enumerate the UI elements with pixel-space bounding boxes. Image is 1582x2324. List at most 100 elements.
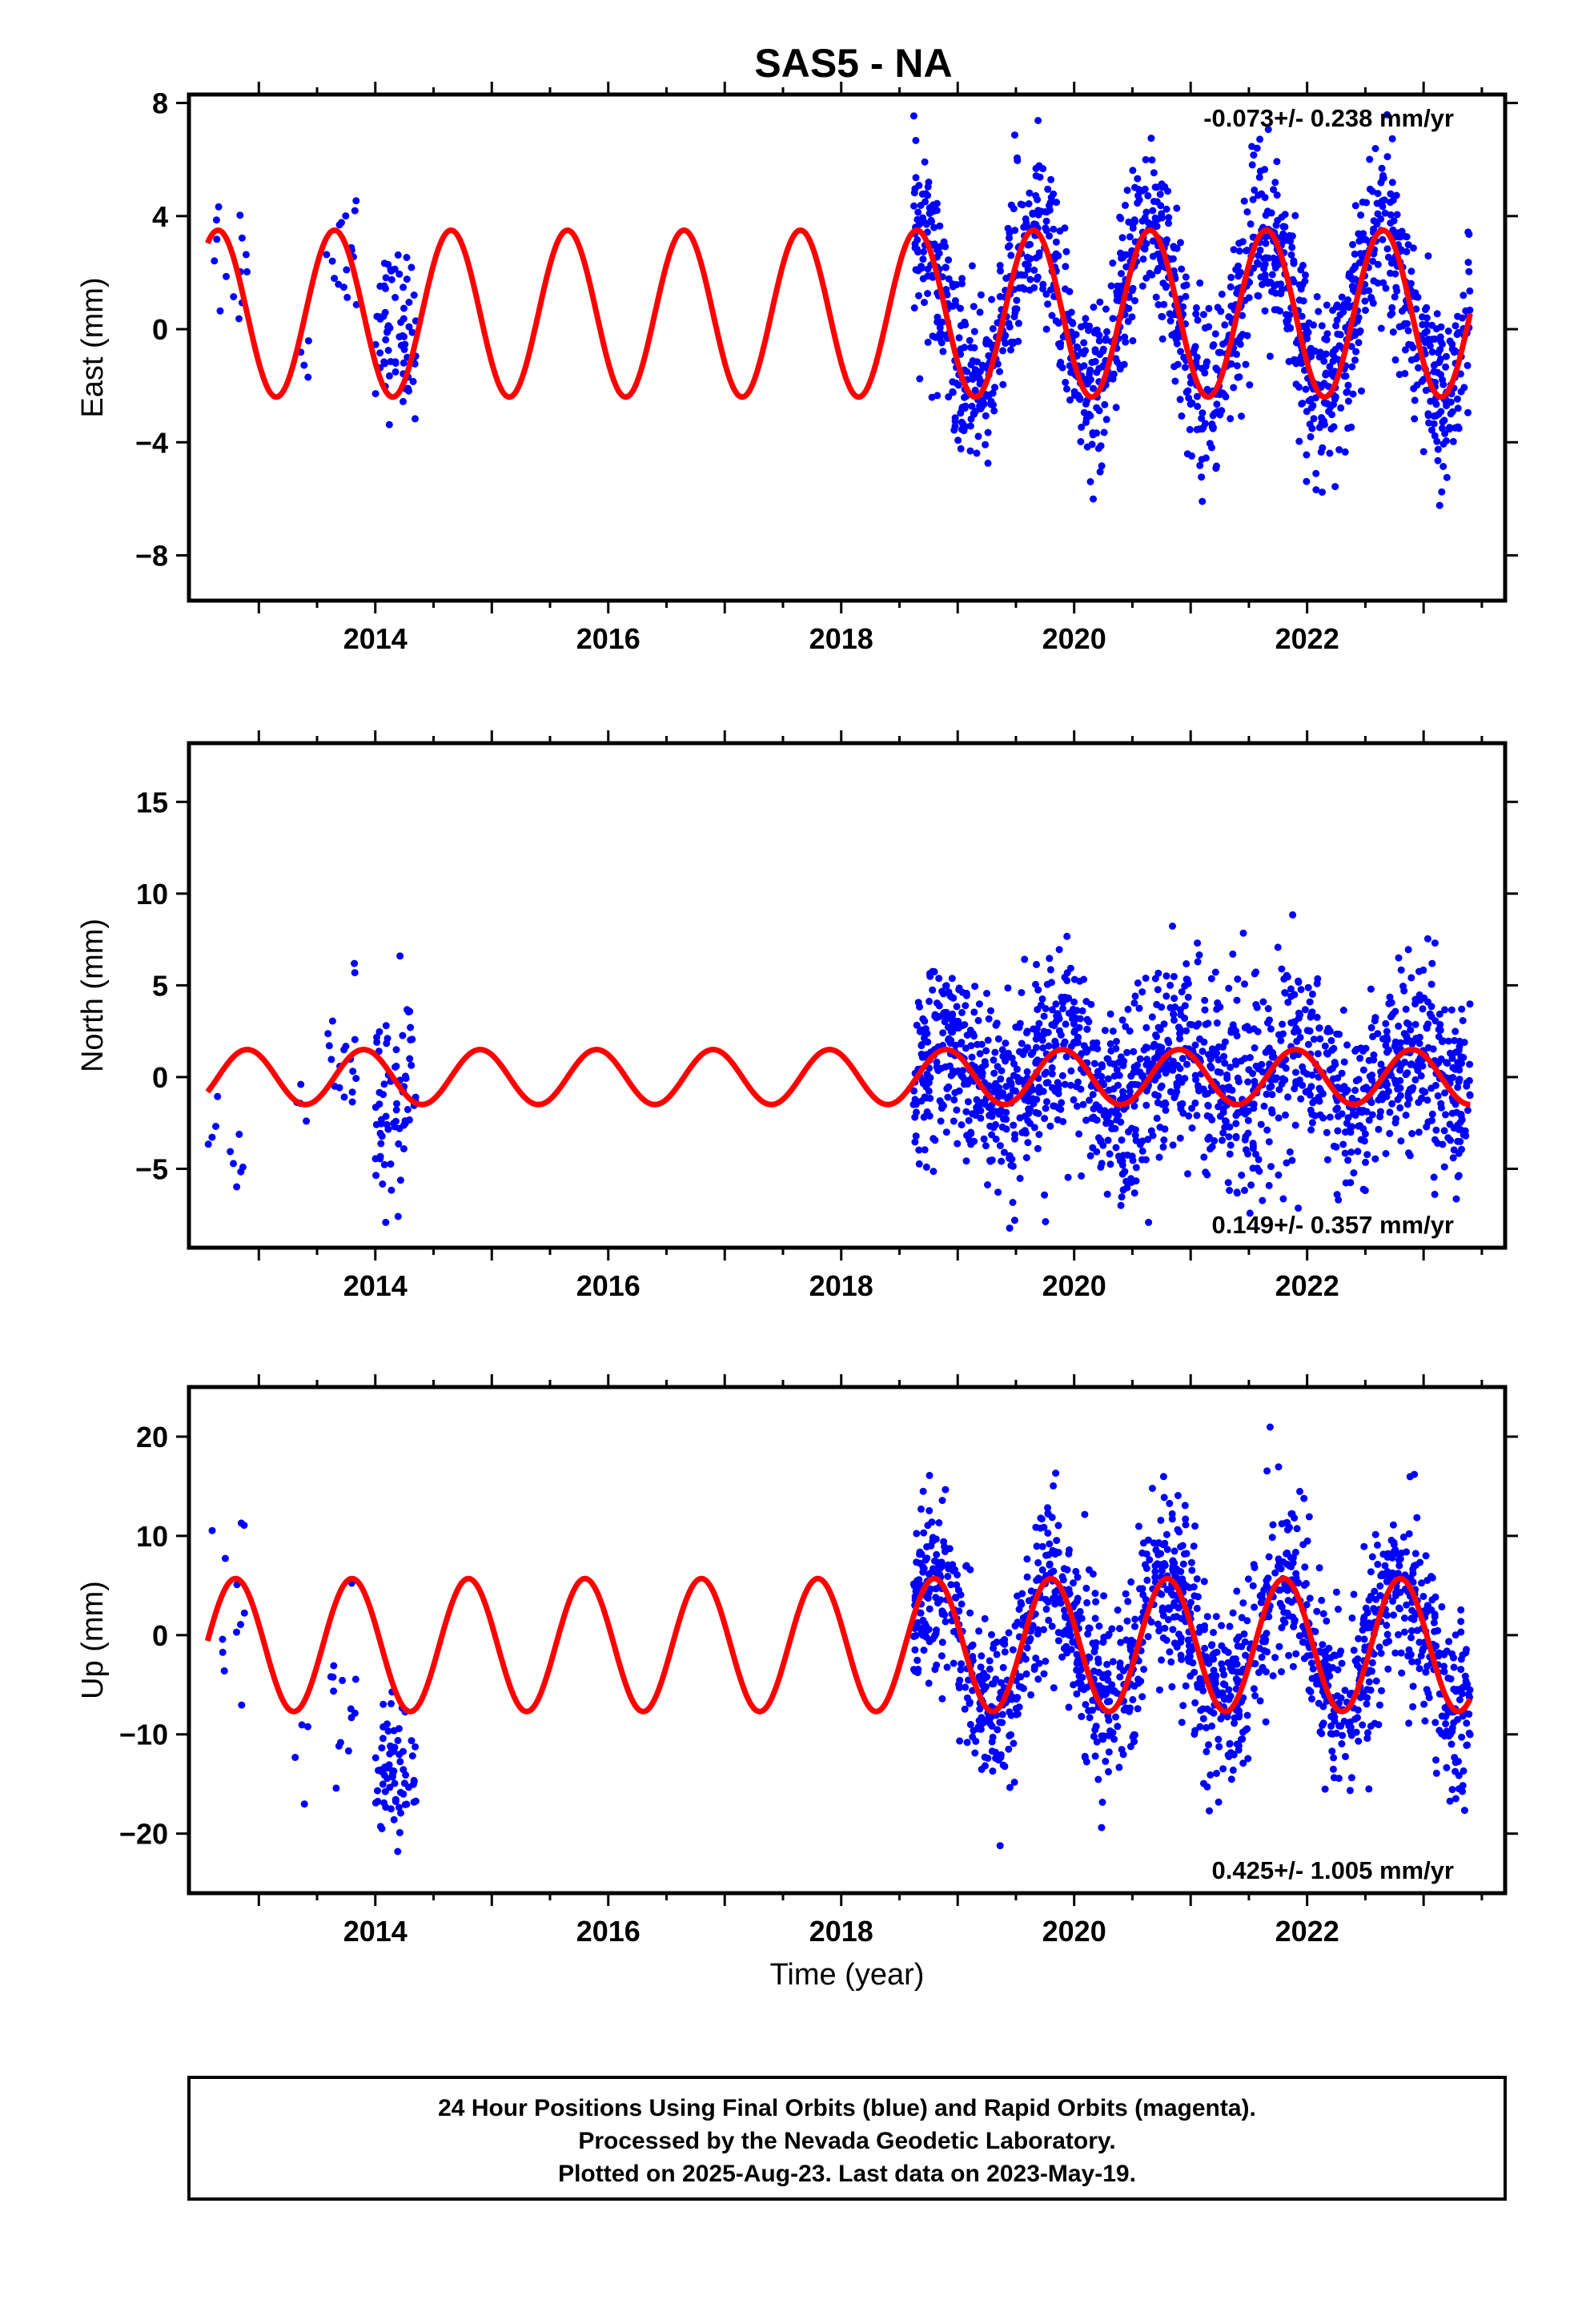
data-point [1265, 1553, 1273, 1561]
data-point [962, 1157, 970, 1165]
data-point [1264, 1019, 1271, 1027]
data-point [1359, 1721, 1367, 1729]
data-point [1136, 1055, 1144, 1063]
data-point [1440, 1663, 1447, 1671]
data-point [1258, 190, 1266, 198]
data-point [1328, 1046, 1336, 1054]
data-point [401, 1800, 409, 1808]
data-point [1200, 1626, 1208, 1634]
data-point [376, 349, 384, 357]
data-point [1086, 1152, 1094, 1160]
data-point [1244, 1116, 1252, 1124]
data-point [1060, 1041, 1068, 1048]
data-point [1431, 1719, 1439, 1727]
data-point [943, 1084, 951, 1092]
data-point [1086, 369, 1094, 377]
data-point [1142, 208, 1150, 216]
data-point [1459, 1017, 1467, 1024]
data-point [1167, 1658, 1175, 1666]
data-point [1229, 950, 1237, 958]
data-point [920, 1529, 928, 1537]
data-point [920, 1565, 928, 1573]
data-point [1208, 420, 1216, 428]
data-point [1182, 975, 1191, 983]
data-point [1158, 1656, 1166, 1664]
data-point [1318, 322, 1326, 330]
data-point [378, 1132, 386, 1140]
data-point [971, 386, 979, 394]
data-point [1323, 1156, 1331, 1164]
data-point [412, 415, 419, 423]
data-point [968, 262, 976, 270]
data-point [1177, 1634, 1185, 1642]
data-point [1149, 207, 1157, 215]
data-point [1423, 320, 1431, 328]
data-point [1103, 1660, 1111, 1668]
data-point [1010, 1739, 1018, 1747]
data-point [1456, 370, 1464, 378]
data-point [1295, 977, 1303, 985]
data-point [1391, 1038, 1399, 1046]
data-point [1150, 1539, 1158, 1547]
data-point [1094, 1134, 1102, 1142]
data-point [1430, 420, 1438, 428]
data-point [1379, 279, 1387, 287]
data-point [1383, 1622, 1391, 1629]
data-point [1452, 1759, 1460, 1767]
data-point [237, 1168, 245, 1176]
data-point [1268, 287, 1276, 296]
data-point [1385, 1637, 1393, 1645]
data-point [1126, 1027, 1134, 1035]
data-point [1085, 1707, 1093, 1715]
data-point [1226, 1622, 1234, 1630]
data-point [951, 1089, 959, 1096]
data-point [1035, 252, 1043, 260]
data-point [1404, 241, 1412, 249]
data-point [1054, 320, 1062, 327]
data-point [1194, 958, 1202, 966]
data-point [1158, 335, 1166, 343]
data-point [1104, 1676, 1112, 1684]
data-point [1048, 1514, 1056, 1522]
data-point [1170, 995, 1178, 1003]
data-point [1035, 1084, 1043, 1092]
data-point [924, 265, 932, 273]
data-point [371, 1104, 379, 1112]
data-point [1162, 283, 1170, 292]
data-point [974, 432, 982, 440]
data-point [394, 1736, 402, 1744]
data-point [1209, 342, 1217, 350]
data-point [1273, 1074, 1281, 1082]
data-point [1004, 984, 1012, 992]
data-point [938, 1638, 946, 1647]
data-point [1393, 211, 1401, 219]
data-point [938, 987, 946, 995]
data-point [1218, 290, 1226, 298]
data-point [1447, 1074, 1455, 1082]
data-point [1395, 954, 1403, 962]
data-point [1396, 1555, 1404, 1563]
data-point [1208, 1143, 1216, 1151]
data-point [996, 1142, 1004, 1150]
data-point [1186, 379, 1195, 387]
data-point [1340, 303, 1348, 311]
data-point [330, 1687, 338, 1695]
data-point [1027, 1691, 1035, 1699]
data-point [1138, 1147, 1146, 1155]
data-point [992, 1755, 1000, 1763]
data-point [1091, 1590, 1099, 1598]
data-point [1390, 1611, 1397, 1619]
data-point [1249, 1140, 1257, 1148]
data-point [1437, 323, 1445, 331]
data-point [1379, 1571, 1387, 1579]
data-point [1048, 1070, 1056, 1078]
data-point [1066, 287, 1074, 296]
data-point [1303, 332, 1311, 340]
data-point [930, 1168, 938, 1176]
data-point [986, 1122, 994, 1130]
data-point [1026, 240, 1034, 248]
data-point [1061, 224, 1069, 232]
data-point [1117, 215, 1125, 223]
data-point [1084, 379, 1092, 386]
data-point [1395, 371, 1403, 379]
